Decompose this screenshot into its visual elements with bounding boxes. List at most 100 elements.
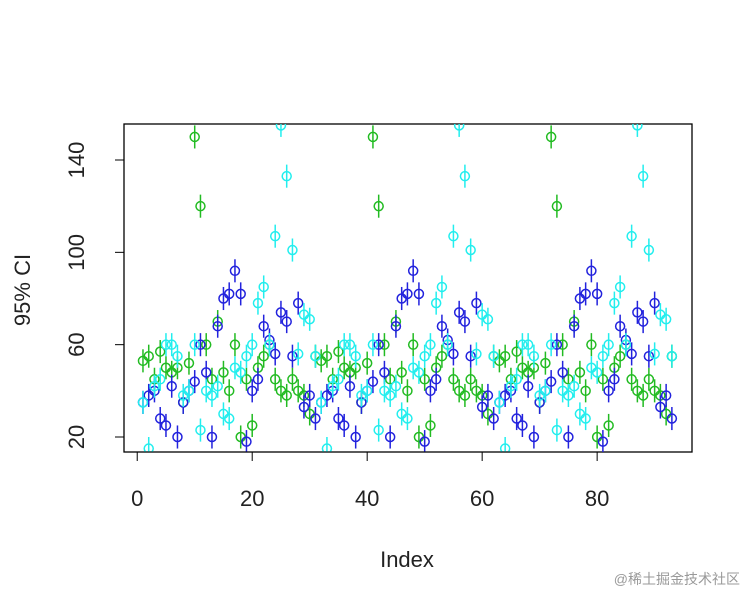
point	[580, 413, 591, 424]
point	[580, 288, 591, 300]
point	[448, 348, 459, 360]
point	[574, 367, 586, 378]
point	[292, 348, 304, 360]
point	[275, 307, 287, 318]
point	[557, 339, 568, 350]
point	[528, 431, 540, 443]
point	[591, 288, 603, 300]
point	[499, 350, 511, 362]
point	[603, 385, 614, 397]
point	[488, 350, 499, 362]
point	[189, 376, 200, 387]
point	[448, 374, 459, 385]
point	[471, 348, 482, 360]
point	[321, 350, 333, 362]
point	[557, 367, 568, 378]
point	[465, 350, 476, 362]
point	[281, 170, 292, 182]
point	[626, 374, 637, 385]
point	[160, 339, 172, 350]
point	[269, 348, 281, 360]
point	[373, 339, 384, 350]
point	[419, 350, 430, 362]
point	[195, 339, 206, 350]
point	[172, 431, 183, 443]
x-tick-label: 40	[355, 486, 379, 511]
point	[528, 350, 540, 362]
point	[402, 413, 413, 424]
point	[154, 346, 166, 357]
point	[344, 380, 356, 392]
point	[419, 374, 430, 385]
point	[643, 374, 655, 385]
point	[471, 297, 482, 309]
point	[367, 339, 379, 350]
point	[287, 374, 298, 385]
point	[241, 374, 252, 385]
point	[511, 413, 522, 424]
point	[373, 424, 384, 436]
point	[281, 316, 292, 327]
point	[154, 374, 166, 385]
point	[143, 350, 154, 362]
point	[379, 339, 390, 350]
point	[488, 413, 499, 424]
point	[206, 374, 218, 385]
point	[517, 420, 528, 431]
point	[465, 374, 476, 385]
point	[614, 320, 626, 332]
point	[172, 350, 183, 362]
point	[632, 124, 643, 131]
point	[315, 397, 327, 408]
point	[597, 374, 609, 385]
point	[430, 297, 442, 309]
point	[609, 374, 620, 385]
point	[344, 339, 356, 350]
point	[189, 339, 200, 350]
point	[361, 357, 373, 369]
x-tick-label: 60	[470, 486, 494, 511]
point	[338, 420, 350, 431]
point	[442, 339, 453, 350]
point	[545, 131, 557, 143]
point	[540, 385, 551, 397]
point	[568, 320, 580, 332]
point	[643, 244, 655, 256]
point	[258, 320, 269, 332]
x-tick-label: 0	[131, 486, 143, 511]
point	[384, 431, 396, 443]
point	[666, 413, 678, 424]
point	[264, 339, 275, 350]
point	[448, 230, 459, 242]
point	[603, 420, 614, 431]
point	[218, 367, 229, 378]
point	[407, 339, 419, 350]
point	[206, 431, 218, 443]
point	[476, 401, 488, 413]
point	[482, 314, 494, 325]
point	[545, 339, 557, 350]
point	[166, 339, 177, 350]
point	[154, 413, 166, 424]
point	[229, 339, 241, 350]
point	[591, 367, 603, 378]
point	[246, 420, 258, 431]
point	[327, 380, 338, 392]
point	[465, 244, 476, 256]
point	[425, 420, 436, 431]
point	[614, 350, 626, 362]
point	[333, 413, 344, 424]
point	[643, 350, 655, 362]
point	[310, 350, 321, 362]
point	[241, 350, 252, 362]
point	[229, 265, 241, 277]
point	[402, 385, 413, 397]
point	[517, 339, 528, 350]
point	[614, 281, 626, 293]
point	[586, 339, 597, 350]
y-tick-label: 100	[64, 234, 89, 271]
point	[206, 390, 218, 401]
point	[632, 307, 643, 318]
x-axis-label: Index	[380, 547, 434, 572]
point	[333, 346, 344, 357]
